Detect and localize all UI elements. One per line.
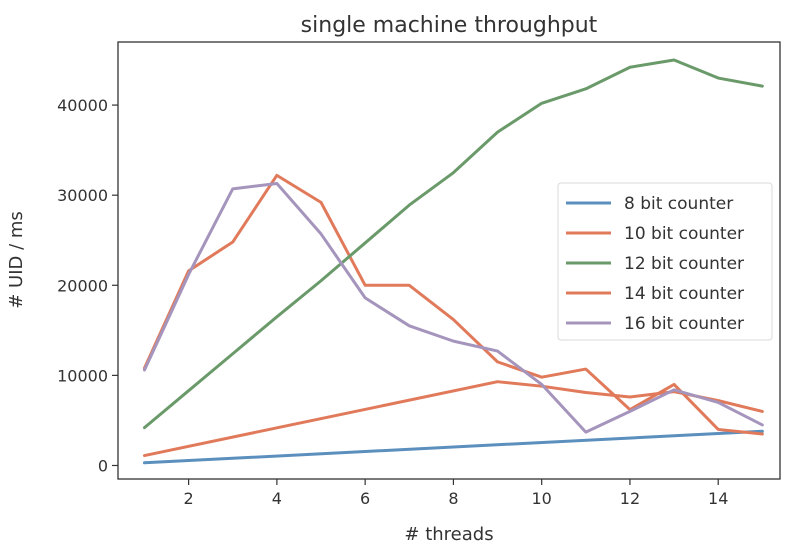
y-tick-label: 0 — [98, 456, 108, 475]
legend-box — [557, 182, 773, 341]
x-tick-label: 14 — [708, 489, 728, 508]
legend-label-8-bit-counter: 8 bit counter — [624, 194, 733, 214]
legend-label-16-bit-counter: 16 bit counter — [624, 314, 744, 334]
x-tick-label: 10 — [532, 489, 552, 508]
legend: 8 bit counter 10 bit counter 12 bit coun… — [557, 182, 773, 341]
x-axis-label: # threads — [404, 524, 493, 545]
y-tick-label: 30000 — [57, 186, 108, 205]
legend-label-10-bit-counter: 10 bit counter — [624, 224, 744, 244]
y-tick-label: 10000 — [57, 366, 108, 385]
series-line-16-bit-counter — [142, 181, 764, 434]
y-tick-label: 20000 — [57, 276, 108, 295]
series-line-12-bit-counter — [142, 58, 764, 430]
legend-label-12-bit-counter: 12 bit counter — [624, 254, 744, 274]
x-tick-label: 12 — [620, 489, 640, 508]
series-line-8-bit-counter — [142, 429, 764, 465]
x-tick-label: 6 — [360, 489, 370, 508]
x-tick-label: 8 — [448, 489, 458, 508]
y-tick-label: 40000 — [57, 96, 108, 115]
x-tick-label: 4 — [272, 489, 282, 508]
x-ticks: 2 4 6 8 10 12 14 — [184, 479, 728, 508]
y-axis-label: # UID / ms — [6, 211, 27, 309]
y-ticks: 0 10000 20000 30000 40000 — [57, 96, 118, 475]
legend-label-14-bit-counter: 14 bit counter — [624, 284, 744, 304]
chart-title: single machine throughput — [301, 13, 598, 38]
x-tick-label: 2 — [184, 489, 194, 508]
chart-lines — [142, 58, 764, 465]
